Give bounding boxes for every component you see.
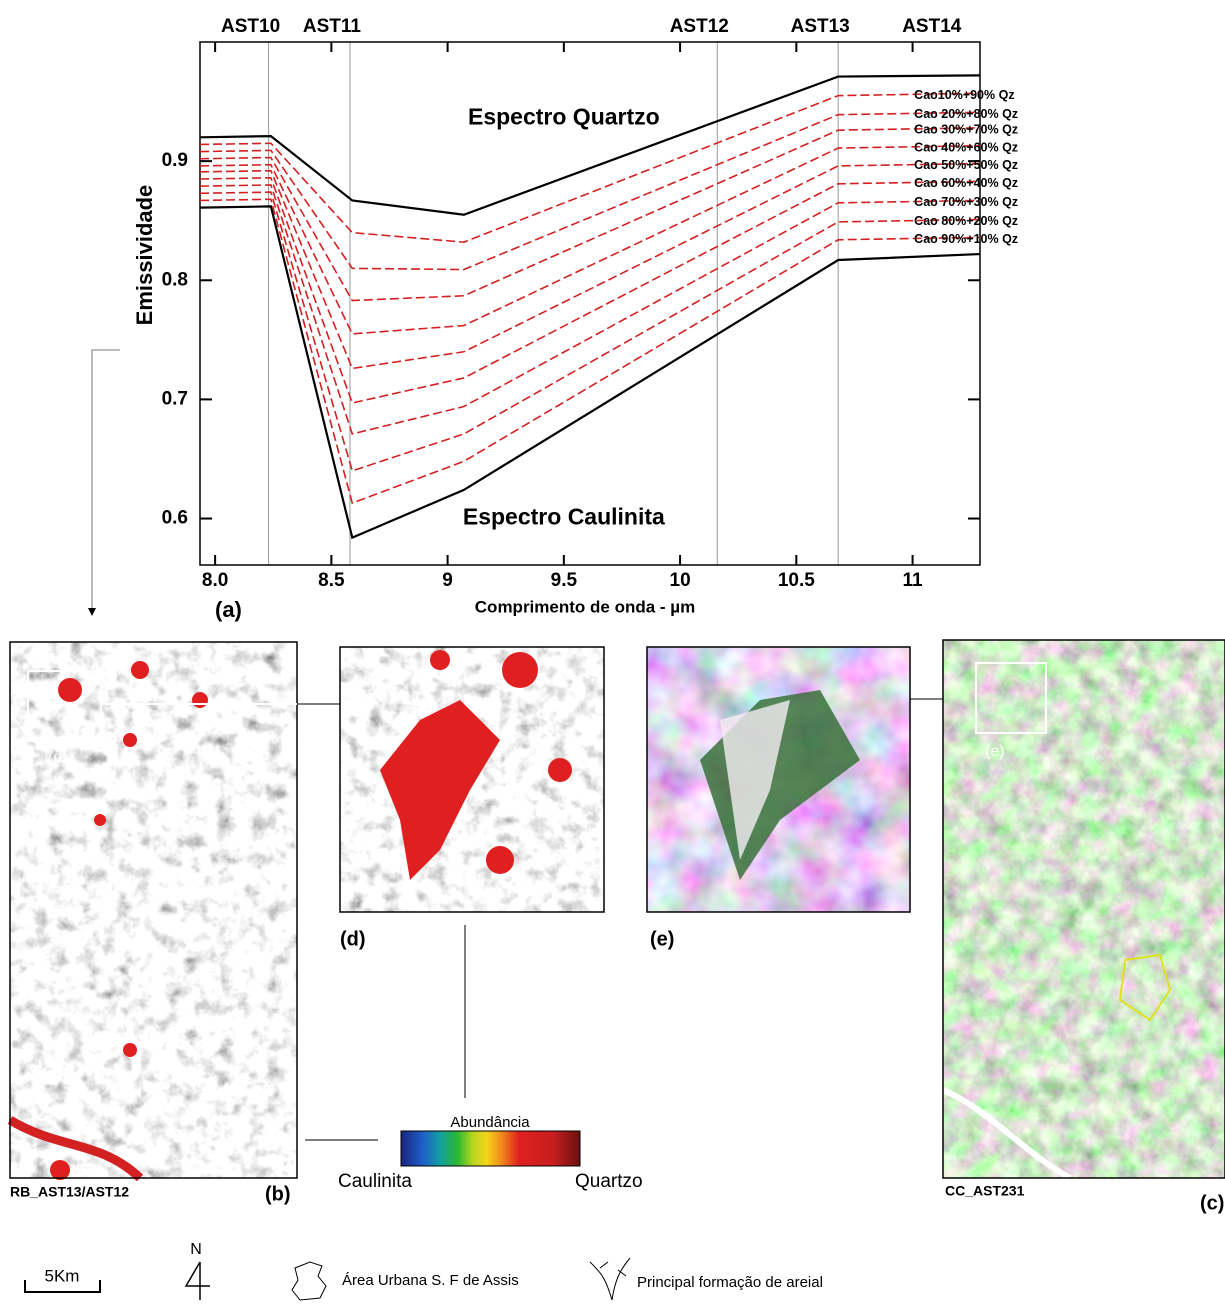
plot-area: AST10 AST11 AST12 AST13 AST14 8.0 8.5 9 9.5 10 10.… bbox=[162, 16, 1018, 591]
scale-label: 5Km bbox=[45, 1266, 80, 1285]
series-label: Cao 60%+40% Qz bbox=[914, 176, 1018, 190]
north-label: N bbox=[190, 1241, 202, 1258]
colorbar-low: Caulinita bbox=[338, 1171, 412, 1192]
north-arrow bbox=[186, 1262, 210, 1300]
image bbox=[10, 642, 297, 1178]
urban-icon bbox=[292, 1262, 326, 1300]
figure: AST10 AST11 AST12 AST13 AST14 8.0 8.5 9 9.5 10 10.… bbox=[0, 0, 1225, 1305]
map-d bbox=[340, 647, 604, 912]
caption: CC_AST231 bbox=[945, 1183, 1025, 1199]
series-label: Cao 90%+10% Qz bbox=[914, 232, 1018, 246]
x-tick-label: 10 bbox=[670, 570, 691, 591]
band-label: AST13 bbox=[791, 16, 850, 37]
y-tick-label: 0.7 bbox=[162, 388, 188, 409]
y-tick-label: 0.8 bbox=[162, 269, 188, 290]
series-label: Cao 50%+50% Qz bbox=[914, 158, 1018, 172]
band-label: AST12 bbox=[670, 16, 729, 37]
x-axis-label: Comprimento de onda - µm bbox=[475, 597, 695, 616]
map-e bbox=[647, 647, 910, 912]
x-tick-label: 9.5 bbox=[551, 570, 578, 591]
band-label: AST14 bbox=[902, 16, 962, 37]
series-line bbox=[200, 75, 980, 214]
series-line bbox=[200, 112, 980, 269]
colorbar-high: Quartzo bbox=[575, 1171, 643, 1192]
inset-label: (e) bbox=[985, 743, 1005, 760]
series-label: Cao 30%+70% Qz bbox=[914, 122, 1018, 136]
series-label: Cao 20%+80% Qz bbox=[914, 107, 1018, 121]
panel-label: (c) bbox=[1200, 1192, 1224, 1214]
series-line bbox=[200, 128, 980, 301]
series-label: Cao10%+90% Qz bbox=[914, 88, 1014, 102]
inset-label: (d) bbox=[48, 749, 68, 766]
y-tick-label: 0.6 bbox=[162, 508, 188, 529]
series-label: Cao 70%+30% Qz bbox=[914, 195, 1018, 209]
series-label: Cao 40%+60% Qz bbox=[914, 140, 1018, 154]
panel-label: (e) bbox=[650, 928, 674, 950]
map-b: (d) bbox=[10, 642, 297, 1180]
caption: RB_AST13/AST12 bbox=[10, 1184, 129, 1200]
image bbox=[943, 640, 1225, 1178]
y-axis-label: Emissividade bbox=[132, 185, 157, 326]
series-label: Cao 80%+20% Qz bbox=[914, 214, 1018, 228]
y-tick-label: 0.9 bbox=[162, 150, 188, 171]
x-tick-label: 11 bbox=[903, 570, 924, 591]
colorbar bbox=[401, 1131, 580, 1166]
panel-label: (a) bbox=[215, 597, 242, 622]
band-label: AST11 bbox=[303, 16, 362, 37]
areial-icon bbox=[590, 1258, 630, 1300]
map-c: (e) bbox=[943, 640, 1225, 1178]
connector bbox=[92, 350, 120, 612]
panel-label: (d) bbox=[340, 928, 366, 950]
colorbar-title: Abundância bbox=[450, 1114, 530, 1131]
annotation: Espectro Caulinita bbox=[463, 504, 665, 530]
legend-urban: Área Urbana S. F de Assis bbox=[342, 1272, 519, 1289]
x-tick-label: 9 bbox=[442, 570, 453, 591]
series-line bbox=[200, 192, 980, 471]
band-label: AST10 bbox=[221, 16, 280, 37]
x-tick-label: 8.5 bbox=[318, 570, 345, 591]
panel-label: (b) bbox=[265, 1183, 291, 1205]
legend-areial: Principal formação de areial bbox=[637, 1274, 823, 1291]
x-tick-label: 8.0 bbox=[202, 570, 228, 591]
x-tick-label: 10.5 bbox=[778, 570, 815, 591]
annotation: Espectro Quartzo bbox=[468, 103, 660, 129]
